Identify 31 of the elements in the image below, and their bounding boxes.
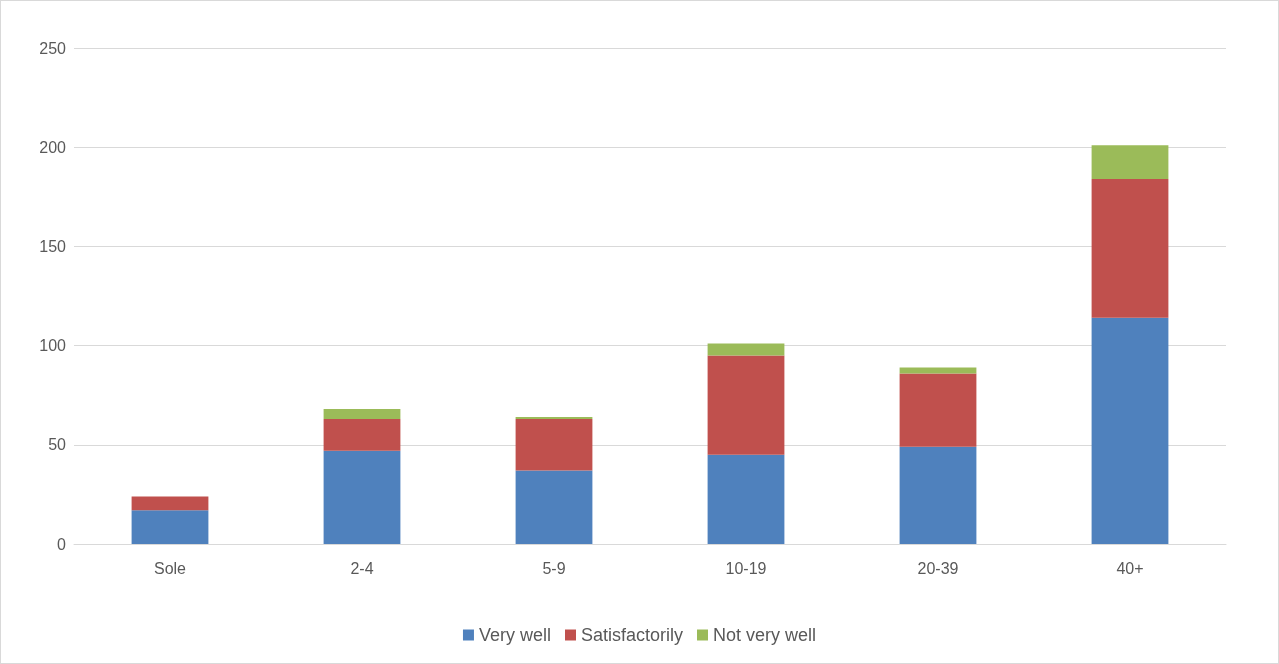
bar [515,419,593,471]
bar [131,496,209,511]
y-tick-label: 0 [57,535,67,553]
x-tick-label: Sole [153,559,187,577]
y-tick-label: 150 [39,237,67,255]
bar [131,510,209,544]
legend-label: Satisfactorily [580,625,684,645]
y-tick-label: 50 [48,436,67,454]
bar [1091,178,1169,318]
bar [323,450,401,544]
x-tick-label: 10-19 [725,559,767,577]
y-tick-label: 250 [39,39,67,57]
legend-label: Very well [478,625,551,645]
bar [515,470,593,544]
bar [323,419,401,451]
x-tick-label: 2-4 [350,559,374,577]
bar [899,367,977,374]
bar [323,409,401,420]
bar [899,446,977,544]
x-tick-label: 20-39 [917,559,959,577]
y-tick-label: 200 [39,138,67,156]
bar [1091,317,1169,544]
bar [707,355,785,455]
x-tick-label: 5-9 [542,559,566,577]
bar [707,343,785,356]
bar [1091,145,1169,179]
x-tick-label: 40+ [1116,559,1144,577]
legend-label: Not very well [713,625,817,645]
bar [707,454,785,544]
y-tick-label: 100 [39,337,67,355]
bar [899,373,977,447]
